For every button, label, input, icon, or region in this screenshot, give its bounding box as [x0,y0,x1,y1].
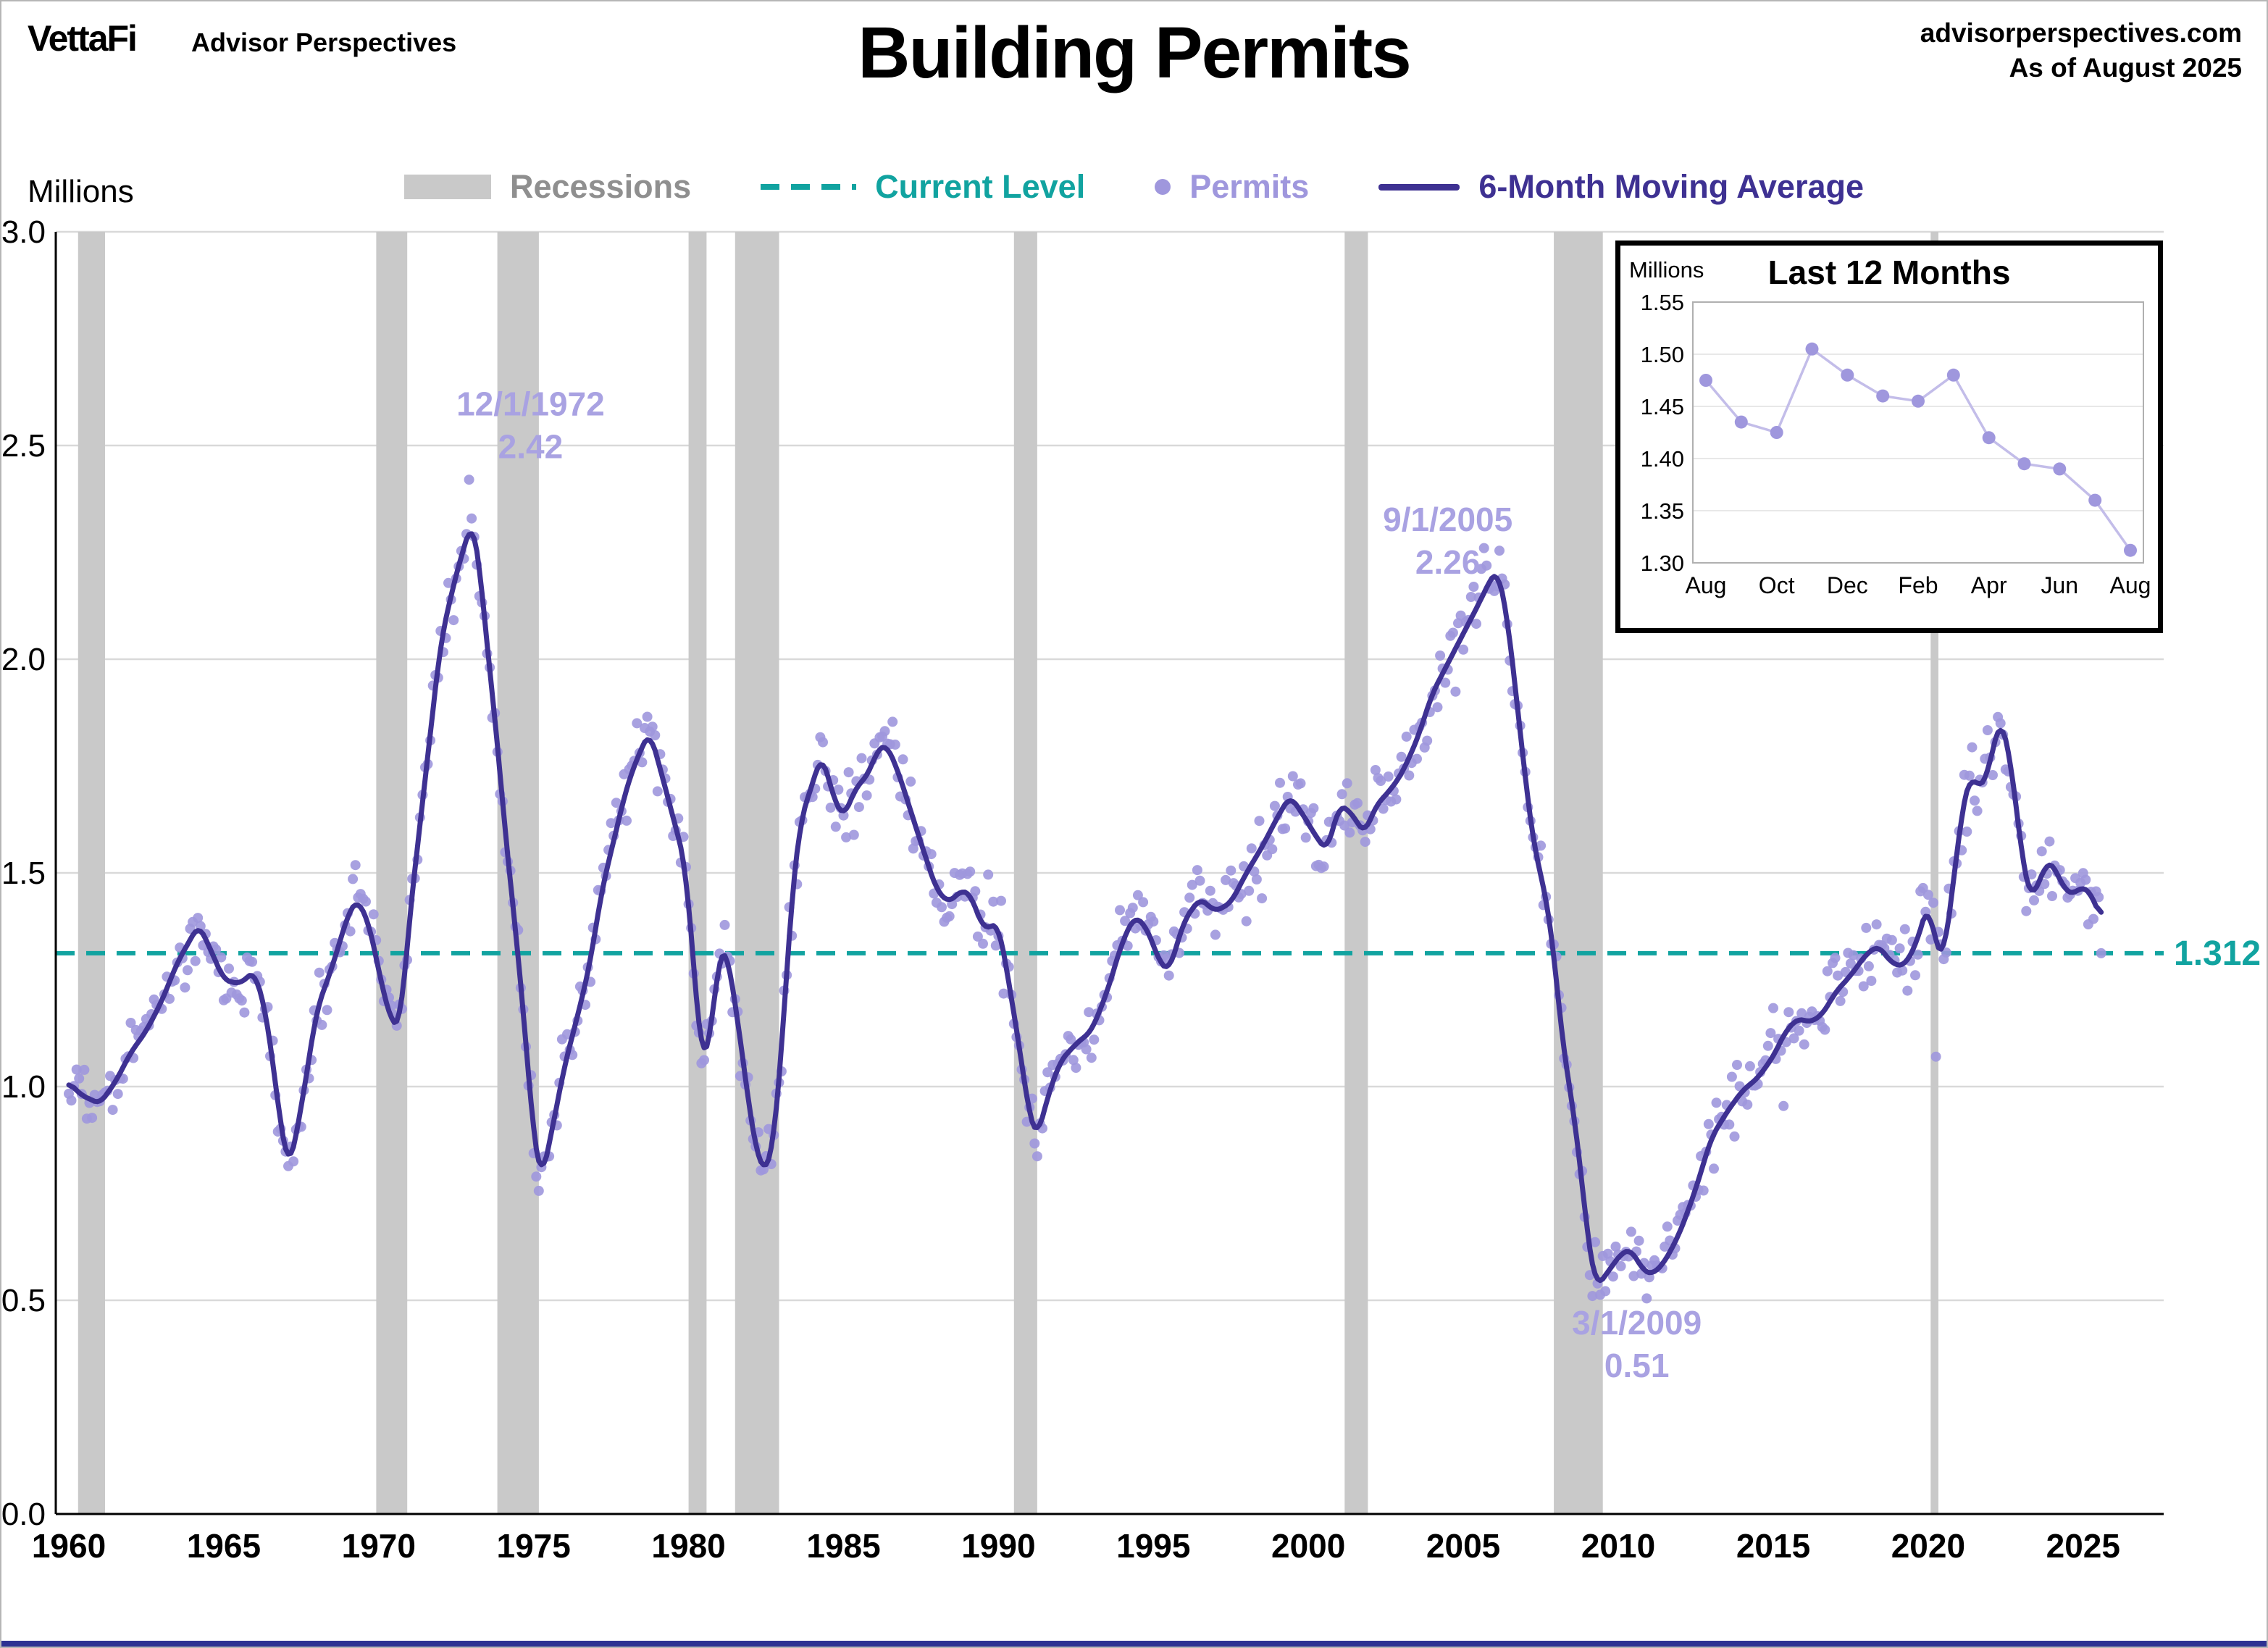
moving-average-swatch [1378,183,1460,191]
inset-gridlines [1693,301,2143,564]
inset-dots [1699,342,2137,557]
inset-units-label: Millions [1629,257,1704,283]
inset-plot-frame [1692,301,2144,564]
svg-text:1.40: 1.40 [1641,446,1684,472]
svg-text:Dec: Dec [1827,572,1868,598]
svg-text:3/1/2009: 3/1/2009 [1572,1304,1702,1342]
svg-text:1.50: 1.50 [1641,342,1684,367]
svg-text:2.5: 2.5 [1,428,46,464]
svg-text:1.30: 1.30 [1641,551,1684,576]
svg-text:1985: 1985 [806,1527,880,1565]
recession-swatch [403,175,491,199]
svg-text:1975: 1975 [497,1527,571,1565]
svg-text:1.35: 1.35 [1641,498,1684,524]
legend-label-permits: Permits [1189,168,1310,205]
legend-item-permits: Permits [1155,168,1309,206]
svg-text:Feb: Feb [1898,572,1938,598]
svg-text:Oct: Oct [1759,572,1795,598]
svg-text:1995: 1995 [1116,1527,1190,1565]
svg-text:12/1/1972: 12/1/1972 [456,385,605,423]
page-title: Building Permits [858,12,1412,93]
svg-text:1.0: 1.0 [1,1069,46,1105]
svg-text:1.5: 1.5 [1,856,46,891]
inset-y-tick-labels: 1.55 1.50 1.45 1.40 1.35 1.30 [1641,295,1684,576]
svg-text:2020: 2020 [1891,1527,1965,1565]
svg-text:1970: 1970 [342,1527,416,1565]
svg-text:0.51: 0.51 [1604,1347,1670,1384]
svg-text:2005: 2005 [1426,1527,1500,1565]
y-axis-units-label: Millions [28,174,134,209]
current-level-value-label: 1.312 [2174,934,2261,973]
svg-text:1.55: 1.55 [1641,295,1684,315]
svg-text:2015: 2015 [1736,1527,1810,1565]
svg-text:2.0: 2.0 [1,642,46,677]
inset-line [1704,347,2132,551]
svg-text:Apr: Apr [1971,572,2007,598]
svg-text:1960: 1960 [32,1527,106,1565]
legend-item-moving-average: 6-Month Moving Average [1378,168,1864,206]
legend-label-moving-average: 6-Month Moving Average [1478,168,1865,205]
last-12-months-inset: Millions Last 12 Months 1.55 1.50 1.45 1.40… [1615,240,2163,633]
legend-label-recessions: Recessions [509,168,692,205]
bottom-accent-bar [1,1641,2267,1647]
permits-swatch [1155,179,1171,195]
recession-bands [78,232,1938,1514]
advisor-perspectives-label: Advisor Perspectives [191,28,457,57]
moving-average-line [66,531,2104,1284]
current-level-swatch [761,184,857,190]
source-url: advisorperspectives.com [1920,18,2242,48]
inset-x-tick-labels: Aug Oct Dec Feb Apr Jun Aug [1686,572,2151,598]
svg-text:2025: 2025 [2046,1527,2120,1565]
svg-text:3.0: 3.0 [1,214,46,250]
legend-label-current-level: Current Level [875,168,1086,205]
svg-text:1980: 1980 [651,1527,725,1565]
legend: Recessions Current Level Permits 6-Month… [1,168,2267,206]
source-block: advisorperspectives.com As of August 202… [1920,16,2242,85]
svg-text:Aug: Aug [2110,572,2151,598]
svg-text:1.45: 1.45 [1641,394,1684,419]
x-axis-tick-labels: 1960 1965 1970 1975 1980 1985 1990 1995 2000 2005… [32,1527,2120,1565]
svg-text:9/1/2005: 9/1/2005 [1383,501,1512,538]
inset-title: Last 12 Months [1767,254,2011,291]
legend-item-recessions: Recessions [403,168,692,206]
vettafi-logo: VettaFi [28,18,138,59]
annotations: 12/1/1972 2.42 9/1/2005 2.26 3/1/2009 0.51 [456,385,1702,1384]
svg-text:2.42: 2.42 [498,428,564,466]
svg-text:0.5: 0.5 [1,1283,46,1318]
svg-text:2.26: 2.26 [1415,543,1481,581]
as-of-date: As of August 2025 [2009,53,2242,83]
y-axis-tick-labels: 0.0 0.5 1.0 1.5 2.0 2.5 3.0 [1,214,46,1532]
svg-text:1965: 1965 [187,1527,261,1565]
svg-text:2010: 2010 [1581,1527,1655,1565]
svg-text:Aug: Aug [1686,572,1727,598]
legend-item-current-level: Current Level [761,168,1085,206]
svg-text:2000: 2000 [1271,1527,1345,1565]
svg-text:Jun: Jun [2041,572,2079,598]
svg-text:0.0: 0.0 [1,1497,46,1532]
svg-text:1990: 1990 [961,1527,1035,1565]
